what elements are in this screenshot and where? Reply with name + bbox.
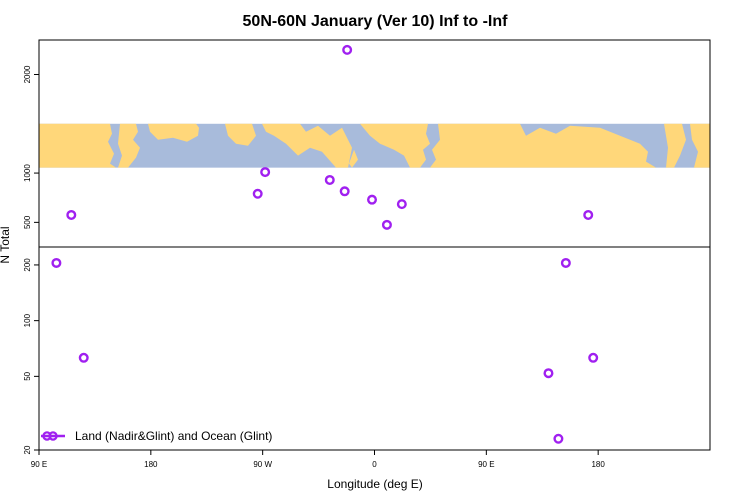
x-tick-label: 90 W [253, 460, 272, 469]
data-point [78, 352, 89, 363]
data-point [553, 433, 564, 444]
x-tick-label: 90 E [478, 460, 494, 469]
x-axis-label: Longitude (deg E) [327, 477, 422, 491]
axes: 90 E 180 90 W 0 90 E 180 500 1000 2000 20 50 100 200 [23, 65, 605, 469]
data-point [588, 352, 599, 363]
chart-title: 50N-60N January (Ver 10) Inf to -Inf [243, 13, 509, 30]
y-axis-label: N Total [0, 226, 12, 263]
data-point [396, 199, 407, 210]
y-tick-label: 200 [23, 258, 32, 272]
y-tick-label: 1000 [23, 164, 32, 182]
data-point [324, 174, 335, 185]
y-tick-label: 2000 [23, 65, 32, 83]
data-point [66, 209, 77, 220]
legend: Land (Nadir&Glint) and Ocean (Glint) [41, 429, 272, 443]
x-tick-label: 0 [372, 460, 377, 469]
data-point [583, 209, 594, 220]
x-tick-label: 90 E [31, 460, 47, 469]
data-point [51, 257, 62, 268]
x-tick-label: 180 [591, 460, 605, 469]
data-point [560, 257, 571, 268]
legend-label: Land (Nadir&Glint) and Ocean (Glint) [75, 429, 272, 443]
data-point [367, 194, 378, 205]
legend-marker [48, 431, 58, 441]
world-map-band [39, 123, 710, 168]
plot-frame [38, 39, 711, 451]
data-point [381, 219, 392, 230]
data-point [342, 44, 353, 55]
map-land [39, 123, 710, 168]
data-point [260, 167, 271, 178]
data-points [51, 44, 599, 444]
y-tick-label: 50 [23, 371, 32, 380]
y-tick-label: 500 [23, 215, 32, 229]
data-point [543, 368, 554, 379]
x-tick-label: 180 [144, 460, 158, 469]
y-tick-label: 100 [23, 313, 32, 327]
y-tick-label: 20 [23, 445, 32, 454]
data-point [252, 188, 263, 199]
legend-marker [42, 431, 52, 441]
data-point [339, 186, 350, 197]
